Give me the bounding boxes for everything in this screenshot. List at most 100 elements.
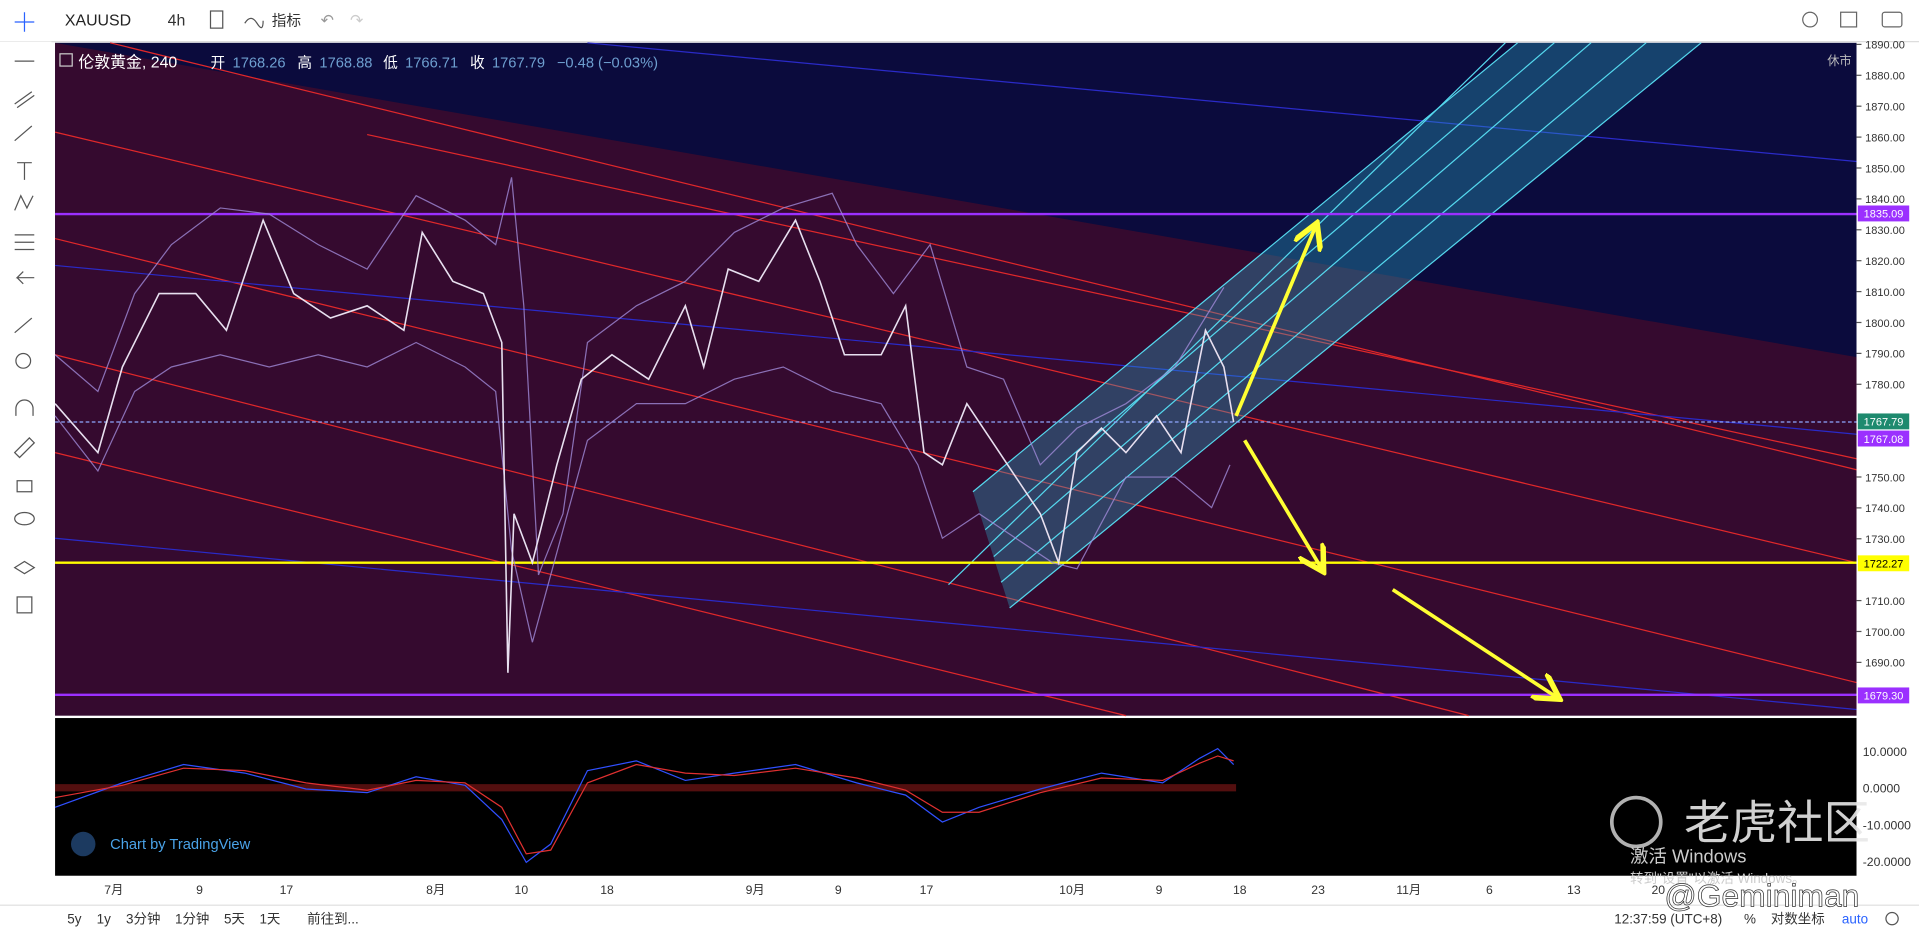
time-tick-label: 10	[515, 883, 529, 897]
badge	[1857, 430, 1910, 447]
price-tick-label: 1890.00	[1865, 40, 1905, 52]
macd-axis	[1856, 718, 1919, 876]
watermark-logo	[1609, 795, 1663, 849]
arrows	[1234, 226, 1557, 697]
badge	[1857, 205, 1910, 222]
price-badge: 1835.09	[1864, 209, 1904, 221]
market-status: 休市	[1827, 53, 1851, 68]
tv-logo[interactable]	[70, 831, 96, 857]
activate-hint: 转到"设置"以激活 Windows。	[1630, 871, 1805, 886]
time-axis	[55, 875, 1919, 903]
high-value: 1768.88	[319, 55, 372, 71]
log-button[interactable]: 对数坐标	[1771, 912, 1825, 927]
time-tick-label: 18	[1233, 883, 1247, 897]
signal-line	[54, 755, 1234, 855]
screenshot-icon[interactable]	[1881, 11, 1903, 28]
time-tick-label: 10月	[1059, 883, 1085, 897]
percent-button[interactable]: %	[1744, 912, 1756, 927]
red-channel-lines	[54, 42, 1857, 717]
range-button[interactable]: 5天	[224, 912, 245, 927]
range-button[interactable]: 5y	[67, 912, 81, 927]
time-tick-label: 17	[280, 883, 294, 897]
macd-tick: 10.0000	[1863, 745, 1907, 759]
time-tick-label: 11月	[1396, 883, 1421, 897]
undo[interactable]: ↶	[321, 13, 334, 30]
range-buttons: 5y 1y 3分钟 1分钟 5天 1天	[67, 911, 280, 927]
symbol[interactable]: XAUUSD	[65, 13, 131, 30]
price-tick-label: 1840.00	[1865, 194, 1905, 206]
chart-type-icon[interactable]	[209, 10, 224, 29]
time-tick-label: 8月	[426, 883, 445, 897]
goto-button[interactable]: 前往到...	[307, 911, 359, 927]
price-tick-label: 1860.00	[1865, 132, 1905, 144]
time-tick-label: 9	[196, 883, 203, 897]
time-axis-labels: 7月 9 17 8月 10 18 9月 9 17 10月 9 18 23 11月 6 13 20	[104, 883, 1665, 897]
cyan-channel	[972, 42, 1702, 608]
change: −0.48 (−0.03%)	[557, 55, 658, 71]
low-value: 1766.71	[405, 55, 458, 71]
price-tick-label: 1690.00	[1865, 658, 1905, 670]
tool-icons	[13, 12, 36, 614]
price-tick-label: 1700.00	[1865, 627, 1905, 639]
open-label: 开	[211, 55, 226, 71]
range-button[interactable]: 1y	[97, 912, 111, 927]
close-value: 1767.79	[492, 55, 545, 71]
low-label: 低	[383, 54, 398, 71]
macd-pane	[55, 718, 1857, 876]
high-label: 高	[297, 54, 312, 71]
price-tick-label: 1830.00	[1865, 225, 1905, 237]
macd-tick: -20.0000	[1863, 855, 1911, 869]
settings-icon[interactable]	[1885, 911, 1899, 926]
fullscreen-icon[interactable]	[1840, 11, 1858, 28]
price-tick-label: 1790.00	[1865, 349, 1905, 361]
price-tick-label: 1800.00	[1865, 318, 1905, 330]
time-tick-label: 6	[1486, 883, 1493, 897]
range-button[interactable]: 1天	[259, 912, 280, 927]
range-button[interactable]: 3分钟	[126, 911, 160, 927]
watermark-user: @Geminiman	[1664, 877, 1859, 913]
settings-icon[interactable]	[1802, 11, 1819, 28]
time-tick-label: 23	[1311, 883, 1325, 897]
bollinger-band-lower	[54, 341, 1231, 643]
open-value: 1768.26	[233, 55, 286, 71]
price-badge: 1679.30	[1864, 691, 1904, 703]
interval[interactable]: 4h	[168, 13, 186, 30]
macd-axis-labels: 10.0000 0.0000 -10.0000 -20.0000	[1863, 745, 1911, 869]
indicators-button[interactable]: 指标	[272, 13, 302, 30]
legend-name: 伦敦黄金, 240	[78, 53, 177, 71]
price-badge: 1722.27	[1864, 559, 1904, 571]
price-tick-label: 1750.00	[1865, 472, 1905, 484]
indicator-icon	[244, 17, 264, 29]
macd-tick: -10.0000	[1863, 818, 1911, 832]
collapse-icon[interactable]	[59, 53, 73, 67]
price-badge: 1767.79	[1864, 417, 1904, 429]
price-tick-label: 1730.00	[1865, 534, 1905, 546]
auto-button[interactable]: auto	[1842, 912, 1868, 927]
time-tick-label: 13	[1567, 883, 1581, 897]
price-axis	[1856, 42, 1919, 719]
price-tick-label: 1740.00	[1865, 503, 1905, 515]
price-tick-label: 1810.00	[1865, 287, 1905, 299]
macd-tick: 0.0000	[1863, 782, 1901, 796]
price-badge: 1767.08	[1864, 434, 1904, 446]
price-axis-labels: 1890.00 1880.00 1870.00 1860.00 1850.00 1840.…	[1856, 40, 1905, 670]
macd-line	[54, 747, 1235, 864]
watermark-site: 老虎社区	[1684, 797, 1870, 849]
close-label: 收	[470, 54, 485, 71]
bollinger-band	[54, 177, 1225, 576]
price-tick-label: 1880.00	[1865, 71, 1905, 83]
price-tick-label: 1820.00	[1865, 256, 1905, 268]
cyan-lines	[948, 42, 1702, 609]
clock: 12:37:59 (UTC+8)	[1614, 912, 1722, 927]
range-button[interactable]: 1分钟	[175, 911, 209, 927]
badge	[1857, 687, 1910, 704]
badge	[1857, 555, 1910, 572]
redo[interactable]: ↷	[350, 13, 363, 30]
time-tick-label: 20	[1652, 883, 1666, 897]
time-tick-label: 18	[600, 883, 614, 897]
left-toolbar	[0, 41, 52, 906]
branding[interactable]: Chart by TradingView	[110, 837, 250, 853]
price-tick-label: 1710.00	[1865, 596, 1905, 608]
